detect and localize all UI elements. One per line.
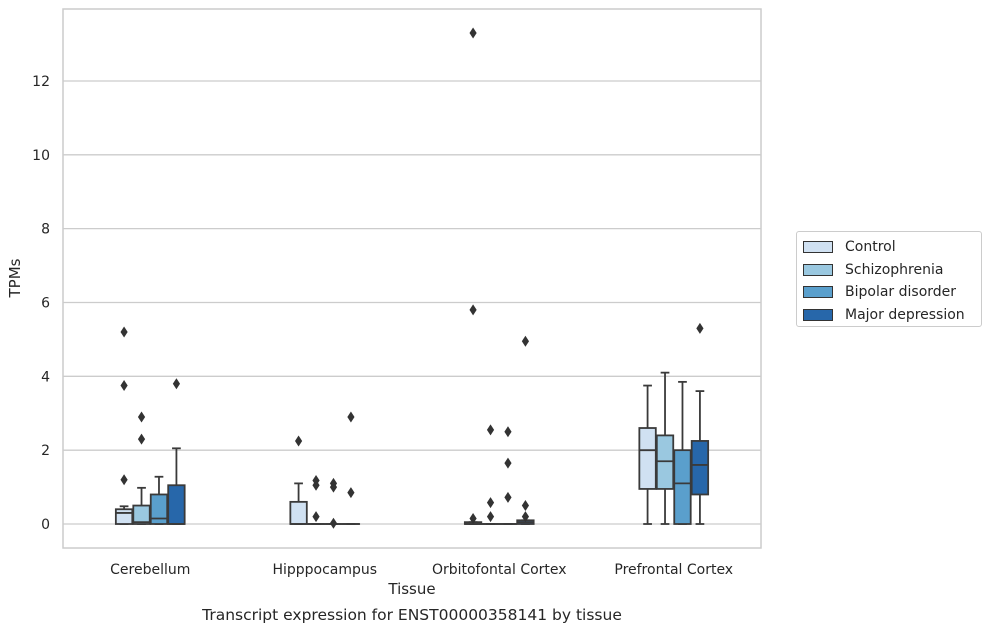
outlier-point [172, 378, 181, 390]
legend-label: Control [845, 239, 896, 256]
box-control [463, 27, 483, 525]
chart-caption: Transcript expression for ENST0000035814… [202, 606, 622, 624]
legend-swatch [803, 241, 833, 254]
box-iqr [132, 504, 151, 525]
box-major-depression [516, 335, 535, 525]
legend-item: Control [803, 236, 981, 259]
box-bipolar-disorder [673, 380, 692, 525]
outlier-point [469, 27, 477, 39]
outlier-point [294, 435, 303, 447]
box-iqr [638, 427, 657, 490]
legend-item: Bipolar disorder [803, 281, 981, 304]
outlier-point [312, 511, 320, 523]
box-control [114, 326, 134, 525]
outlier-point [469, 304, 477, 316]
y-tick-label: 8 [41, 222, 50, 238]
x-tick-label: Orbitofontal Cortex [432, 562, 567, 578]
legend-label: Bipolar disorder [845, 284, 957, 301]
outlier-point [329, 517, 338, 529]
box-schizophrenia [655, 371, 675, 525]
y-axis-label: TPMs [6, 258, 24, 298]
outlier-point [486, 424, 495, 436]
legend-swatch [803, 263, 833, 276]
x-axis-label: Tissue [387, 580, 435, 598]
legend-swatch [803, 286, 833, 299]
box-major-depression [167, 378, 186, 525]
y-tick-label: 6 [41, 295, 50, 311]
outlier-point [469, 512, 477, 524]
y-tick-label: 4 [41, 369, 50, 385]
outlier-point [120, 380, 128, 392]
box-bipolar-disorder [324, 477, 343, 529]
outlier-point [486, 497, 495, 509]
outlier-point [329, 477, 338, 489]
outlier-point [137, 433, 146, 445]
box-iqr [673, 449, 692, 525]
box-major-depression [341, 411, 361, 525]
box-major-depression [690, 322, 710, 525]
box-iqr [149, 493, 169, 525]
box-schizophrenia [481, 424, 500, 525]
legend: Control Schizophrenia Bipolar disorder Majo… [796, 231, 982, 327]
outlier-point [696, 322, 704, 334]
box-iqr [690, 440, 710, 496]
x-tick-label: Prefrontal Cortex [614, 562, 733, 578]
y-tick-label: 10 [32, 148, 50, 164]
outlier-point [120, 326, 128, 338]
box-control [638, 384, 657, 525]
outlier-point [486, 511, 495, 523]
outlier-point [312, 474, 320, 486]
legend-item: Major depression [803, 304, 981, 327]
outlier-point [120, 474, 128, 486]
outlier-point [521, 335, 530, 347]
y-tick-label: 0 [41, 517, 50, 533]
outlier-point [504, 457, 512, 469]
y-tick-label: 2 [41, 443, 50, 459]
box-schizophrenia [132, 411, 151, 525]
legend-label: Schizophrenia [845, 261, 944, 278]
x-tick-label: Hipppocampus [272, 562, 377, 578]
outlier-point [347, 487, 355, 499]
outlier-point [504, 491, 512, 503]
legend-swatch [803, 308, 833, 321]
box-iqr [114, 508, 134, 525]
y-tick-label: 12 [32, 74, 50, 90]
box-bipolar-disorder [149, 475, 169, 525]
box-bipolar-disorder [498, 426, 518, 525]
box-control [289, 435, 308, 525]
outlier-point [347, 411, 355, 423]
outlier-point [521, 500, 530, 512]
legend-item: Schizophrenia [803, 259, 981, 282]
outlier-point [521, 511, 530, 523]
outlier-point [137, 411, 146, 423]
box-iqr [167, 484, 186, 525]
box-schizophrenia [306, 474, 326, 525]
x-tick-label: Cerebellum [110, 562, 190, 578]
outlier-point [504, 426, 512, 438]
box-iqr [655, 434, 675, 490]
legend-label: Major depression [845, 306, 965, 323]
box-iqr [289, 500, 308, 525]
